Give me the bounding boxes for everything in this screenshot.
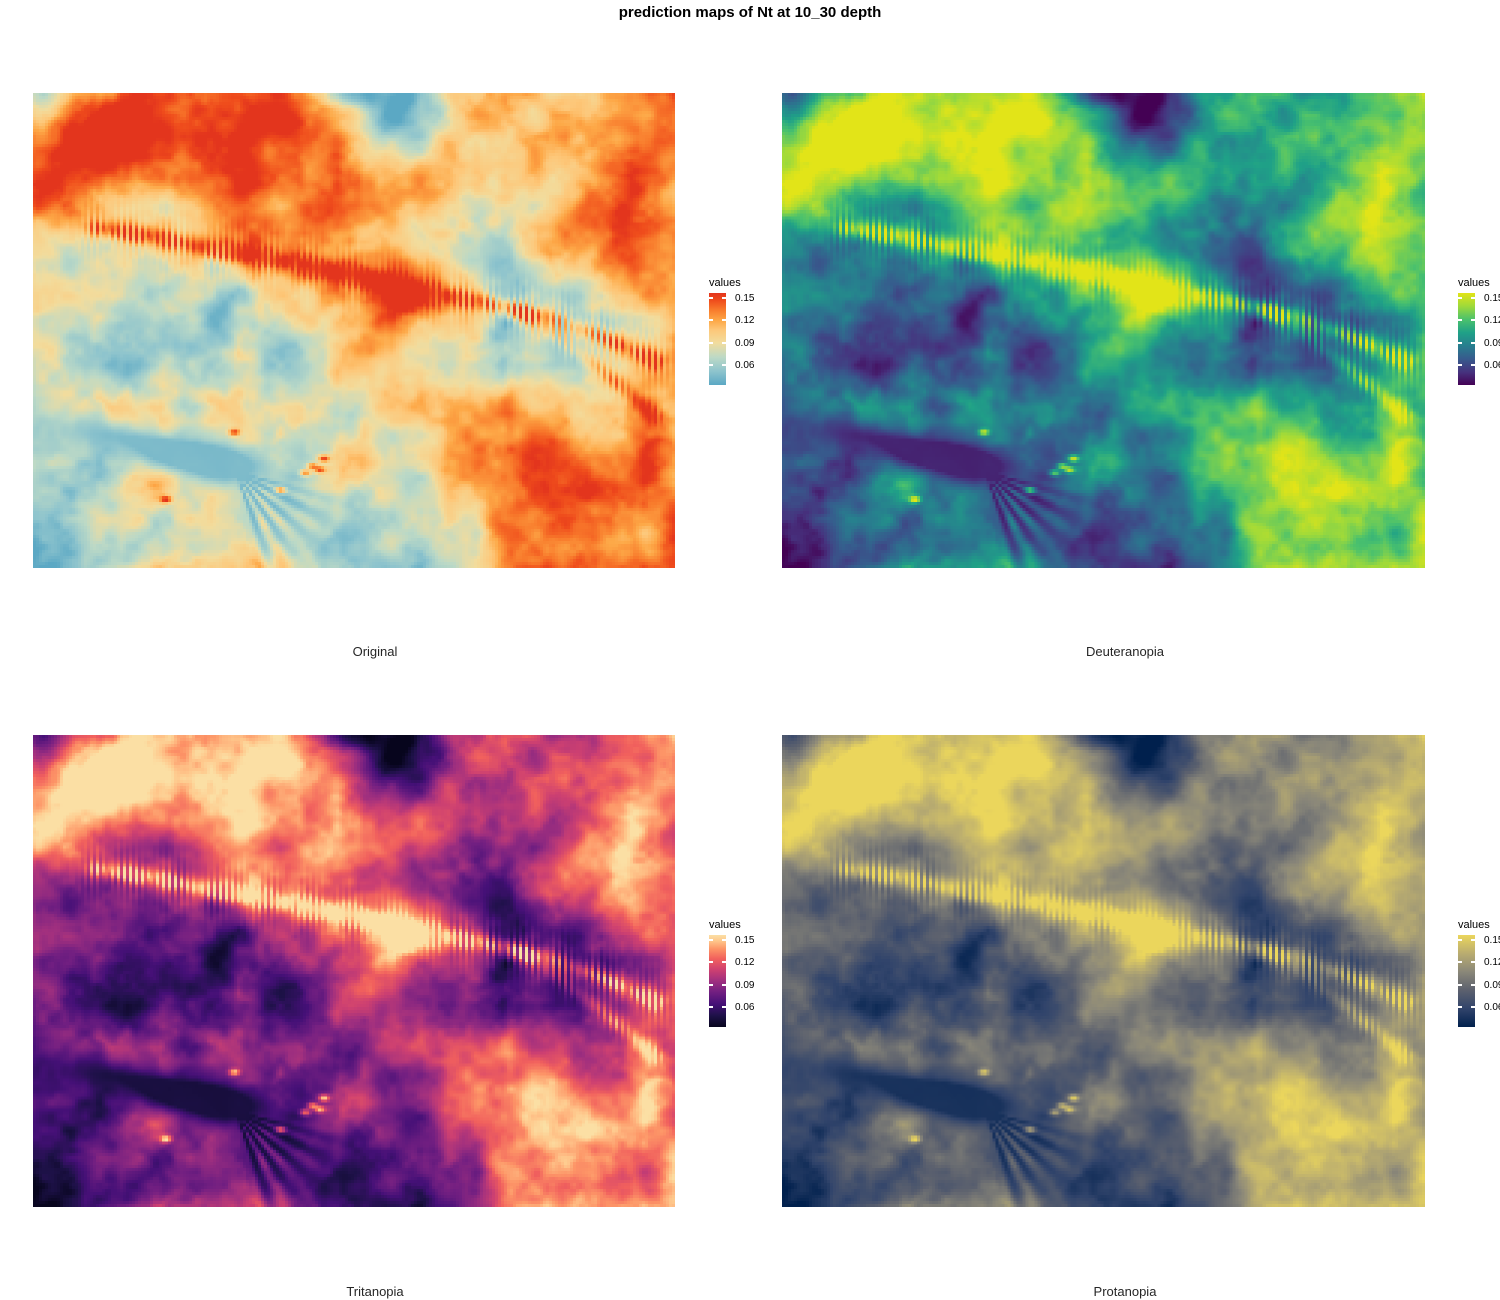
- panel-caption-deuteranopia: Deuteranopia: [1085, 644, 1165, 659]
- figure-title: prediction maps of Nt at 10_30 depth: [618, 4, 882, 21]
- legend-title: values: [709, 919, 741, 931]
- map-canvas-deuteranopia: [782, 93, 1425, 568]
- legend-tick-label: 0.15: [735, 935, 755, 946]
- legend-colorbar-wrap: 0.15 0.12 0.09 0.06: [709, 935, 754, 1027]
- legend-tick-mark: [709, 961, 726, 963]
- map-canvas-original: [33, 93, 675, 568]
- legend-colorbar-wrap: 0.15 0.12 0.09 0.06: [709, 293, 754, 385]
- legend-tick-mark: [709, 342, 726, 344]
- legend-tick-mark: [1458, 1006, 1475, 1008]
- legend-tick-label: 0.09: [1484, 980, 1500, 991]
- legend-tick-mark: [709, 939, 726, 941]
- legend-tick-label: 0.06: [735, 360, 755, 371]
- map-canvas-tritanopia: [33, 735, 675, 1207]
- legend-colorbar: [709, 293, 726, 385]
- legend-tick-label: 0.06: [735, 1002, 755, 1013]
- legend-tick-label: 0.15: [1484, 935, 1500, 946]
- legend-tick-mark: [1458, 319, 1475, 321]
- legend-title: values: [1458, 919, 1490, 931]
- legend-tick-label: 0.09: [735, 980, 755, 991]
- legend-tick-label: 0.12: [735, 957, 755, 968]
- legend-tick-mark: [709, 364, 726, 366]
- legend-tick-label: 0.09: [735, 338, 755, 349]
- legend-tick-label: 0.15: [735, 293, 755, 304]
- legend-colorbar-wrap: 0.15 0.12 0.09 0.06: [1458, 935, 1500, 1027]
- map-canvas-protanopia: [782, 735, 1425, 1207]
- legend-tick-mark: [709, 1006, 726, 1008]
- legend-deuteranopia: values 0.15 0.12 0.09 0.06: [1458, 277, 1500, 385]
- legend-tick-mark: [1458, 984, 1475, 986]
- legend-title: values: [1458, 277, 1490, 289]
- legend-tick-label: 0.06: [1484, 360, 1500, 371]
- legend-tick-mark: [709, 984, 726, 986]
- legend-tick-mark: [1458, 364, 1475, 366]
- legend-tick-label: 0.09: [1484, 338, 1500, 349]
- legend-tick-label: 0.12: [1484, 315, 1500, 326]
- legend-protanopia: values 0.15 0.12 0.09 0.06: [1458, 919, 1500, 1027]
- legend-tick-label: 0.15: [1484, 293, 1500, 304]
- legend-tritanopia: values 0.15 0.12 0.09 0.06: [709, 919, 769, 1027]
- legend-title: values: [709, 277, 741, 289]
- legend-tick-mark: [1458, 961, 1475, 963]
- legend-tick-mark: [1458, 939, 1475, 941]
- legend-colorbar-wrap: 0.15 0.12 0.09 0.06: [1458, 293, 1500, 385]
- legend-colorbar: [709, 935, 726, 1027]
- legend-colorbar: [1458, 935, 1475, 1027]
- legend-tick-mark: [1458, 297, 1475, 299]
- panel-caption-original: Original: [352, 644, 398, 659]
- legend-tick-label: 0.12: [735, 315, 755, 326]
- legend-tick-label: 0.12: [1484, 957, 1500, 968]
- legend-original: values 0.15 0.12 0.09 0.06: [709, 277, 769, 385]
- panel-caption-tritanopia: Tritanopia: [346, 1284, 404, 1299]
- legend-tick-mark: [709, 297, 726, 299]
- legend-tick-mark: [1458, 342, 1475, 344]
- legend-colorbar: [1458, 293, 1475, 385]
- legend-tick-label: 0.06: [1484, 1002, 1500, 1013]
- legend-tick-mark: [709, 319, 726, 321]
- panel-caption-protanopia: Protanopia: [1093, 1284, 1157, 1299]
